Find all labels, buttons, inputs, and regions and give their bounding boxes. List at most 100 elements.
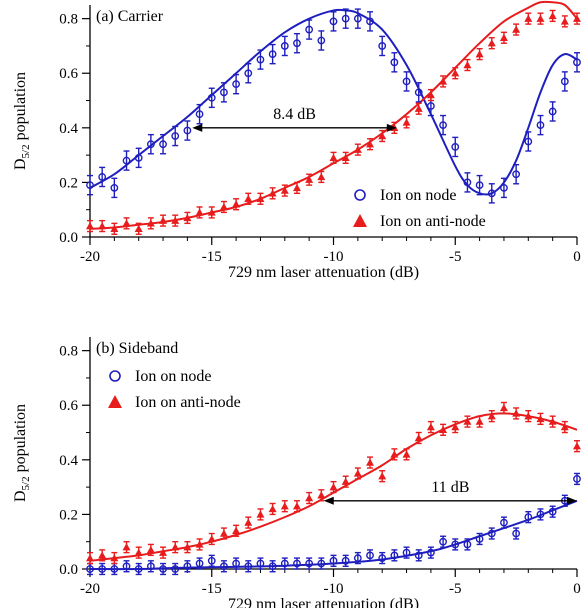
x-tick-label: -5 (449, 581, 462, 597)
data-point-node (146, 562, 155, 571)
data-point-antinode (171, 216, 180, 224)
data-point-antinode (159, 548, 168, 556)
data-point-node (548, 507, 557, 516)
data-point-node (426, 102, 435, 110)
data-point-node (390, 551, 399, 560)
data-point-node (183, 562, 192, 571)
data-point-node (207, 556, 216, 565)
data-point-antinode (475, 50, 484, 58)
x-tick-label: -20 (80, 581, 100, 597)
data-point-node (232, 80, 241, 89)
data-point-antinode (573, 442, 581, 450)
data-point-antinode (329, 483, 338, 491)
chart-panel-1: -20 -15 -10 -5 0 0.0 0.2 0.4 0.6 0.8 729 nm laser … (12, 337, 581, 608)
data-point-node (232, 559, 241, 568)
fit-curve-0 (89, 8, 578, 196)
data-point-node (207, 93, 216, 102)
data-point-node (353, 14, 362, 23)
y-tick-label: 0.8 (59, 12, 78, 28)
data-point-node (512, 170, 521, 179)
data-point-antinode (536, 14, 545, 22)
data-point-antinode (487, 412, 496, 420)
y-tick-label: 0.4 (59, 453, 78, 469)
legend-marker-node (109, 370, 121, 382)
x-tick-label: -5 (449, 249, 462, 265)
data-point-antinode (268, 504, 277, 513)
data-point-antinode (256, 510, 265, 518)
data-point-antinode (463, 61, 472, 69)
data-point-antinode (207, 208, 216, 216)
data-point-node (487, 529, 496, 538)
data-point-node (195, 559, 204, 568)
annotation-label: 11 dB (431, 479, 469, 496)
data-point-antinode (219, 202, 228, 211)
data-point-node (402, 548, 411, 557)
data-point-antinode (183, 543, 192, 551)
legend-label: Ion on anti-node (135, 394, 241, 411)
y-tick-label: 0.2 (59, 175, 78, 191)
data-point-node (110, 183, 119, 192)
data-point-node (414, 551, 423, 560)
data-point-antinode (512, 409, 521, 417)
data-point-node (195, 110, 204, 119)
annotation-arrowhead-right (567, 496, 577, 505)
data-point-node (171, 565, 180, 573)
data-point-antinode (499, 33, 508, 41)
data-point-node (171, 132, 180, 140)
data-point-antinode (256, 194, 265, 202)
data-point-node (451, 540, 460, 549)
data-point-node (86, 565, 94, 573)
data-point-antinode (244, 194, 253, 202)
y-tick-label: 0.0 (59, 562, 78, 578)
y-tick-label: 0.6 (59, 398, 78, 414)
data-point-antinode (475, 417, 484, 425)
chart-panel-0: -20 -15 -10 -5 0 0.0 0.2 0.4 0.6 0.8 729 nm laser … (12, 0, 581, 281)
data-point-antinode (244, 518, 253, 526)
data-point-antinode (463, 417, 472, 425)
legend-marker-antinode (108, 395, 122, 408)
legend-label: Ion on node (380, 187, 456, 204)
data-point-antinode (402, 450, 411, 458)
data-point-antinode (353, 469, 362, 477)
data-point-node (560, 77, 569, 86)
data-point-antinode (378, 132, 387, 140)
data-point-node (98, 565, 107, 573)
x-tick-label: 0 (573, 581, 581, 597)
y-tick-label: 0.2 (59, 507, 78, 523)
data-point-antinode (353, 145, 362, 153)
data-point-node (524, 513, 533, 522)
data-point-antinode (268, 189, 277, 197)
legend-marker-node (354, 189, 366, 201)
data-point-node (500, 518, 508, 527)
data-point-node (159, 565, 167, 573)
data-point-antinode (232, 526, 241, 534)
data-point-antinode (560, 17, 569, 25)
data-point-node (159, 140, 167, 149)
x-axis-label: 729 nm laser attenuation (dB) (228, 264, 419, 281)
y-tick-label: 0.0 (59, 230, 78, 246)
data-point-node (220, 562, 228, 571)
data-point-node (134, 153, 143, 162)
y-axis-label: D5/2 population (12, 404, 32, 502)
data-point-node (329, 556, 338, 565)
data-point-antinode (207, 534, 216, 543)
data-point-node (220, 88, 228, 97)
data-point-node (341, 14, 350, 23)
data-point-node (402, 77, 411, 86)
data-point-node (244, 562, 253, 571)
annotation-arrowhead-left (192, 123, 203, 132)
data-point-antinode (134, 224, 143, 233)
data-point-node (378, 42, 387, 50)
y-axis-label: D5/2 population (12, 72, 32, 170)
data-point-antinode (439, 77, 448, 85)
data-point-node (305, 25, 314, 34)
data-point-antinode (280, 186, 289, 194)
data-point-node (305, 559, 314, 568)
data-point-node (110, 565, 119, 573)
data-point-antinode (329, 153, 338, 162)
data-point-node (146, 140, 155, 149)
data-point-node (341, 556, 350, 565)
y-tick-label: 0.6 (59, 66, 78, 82)
data-point-node (414, 88, 423, 97)
data-point-node (378, 554, 387, 562)
